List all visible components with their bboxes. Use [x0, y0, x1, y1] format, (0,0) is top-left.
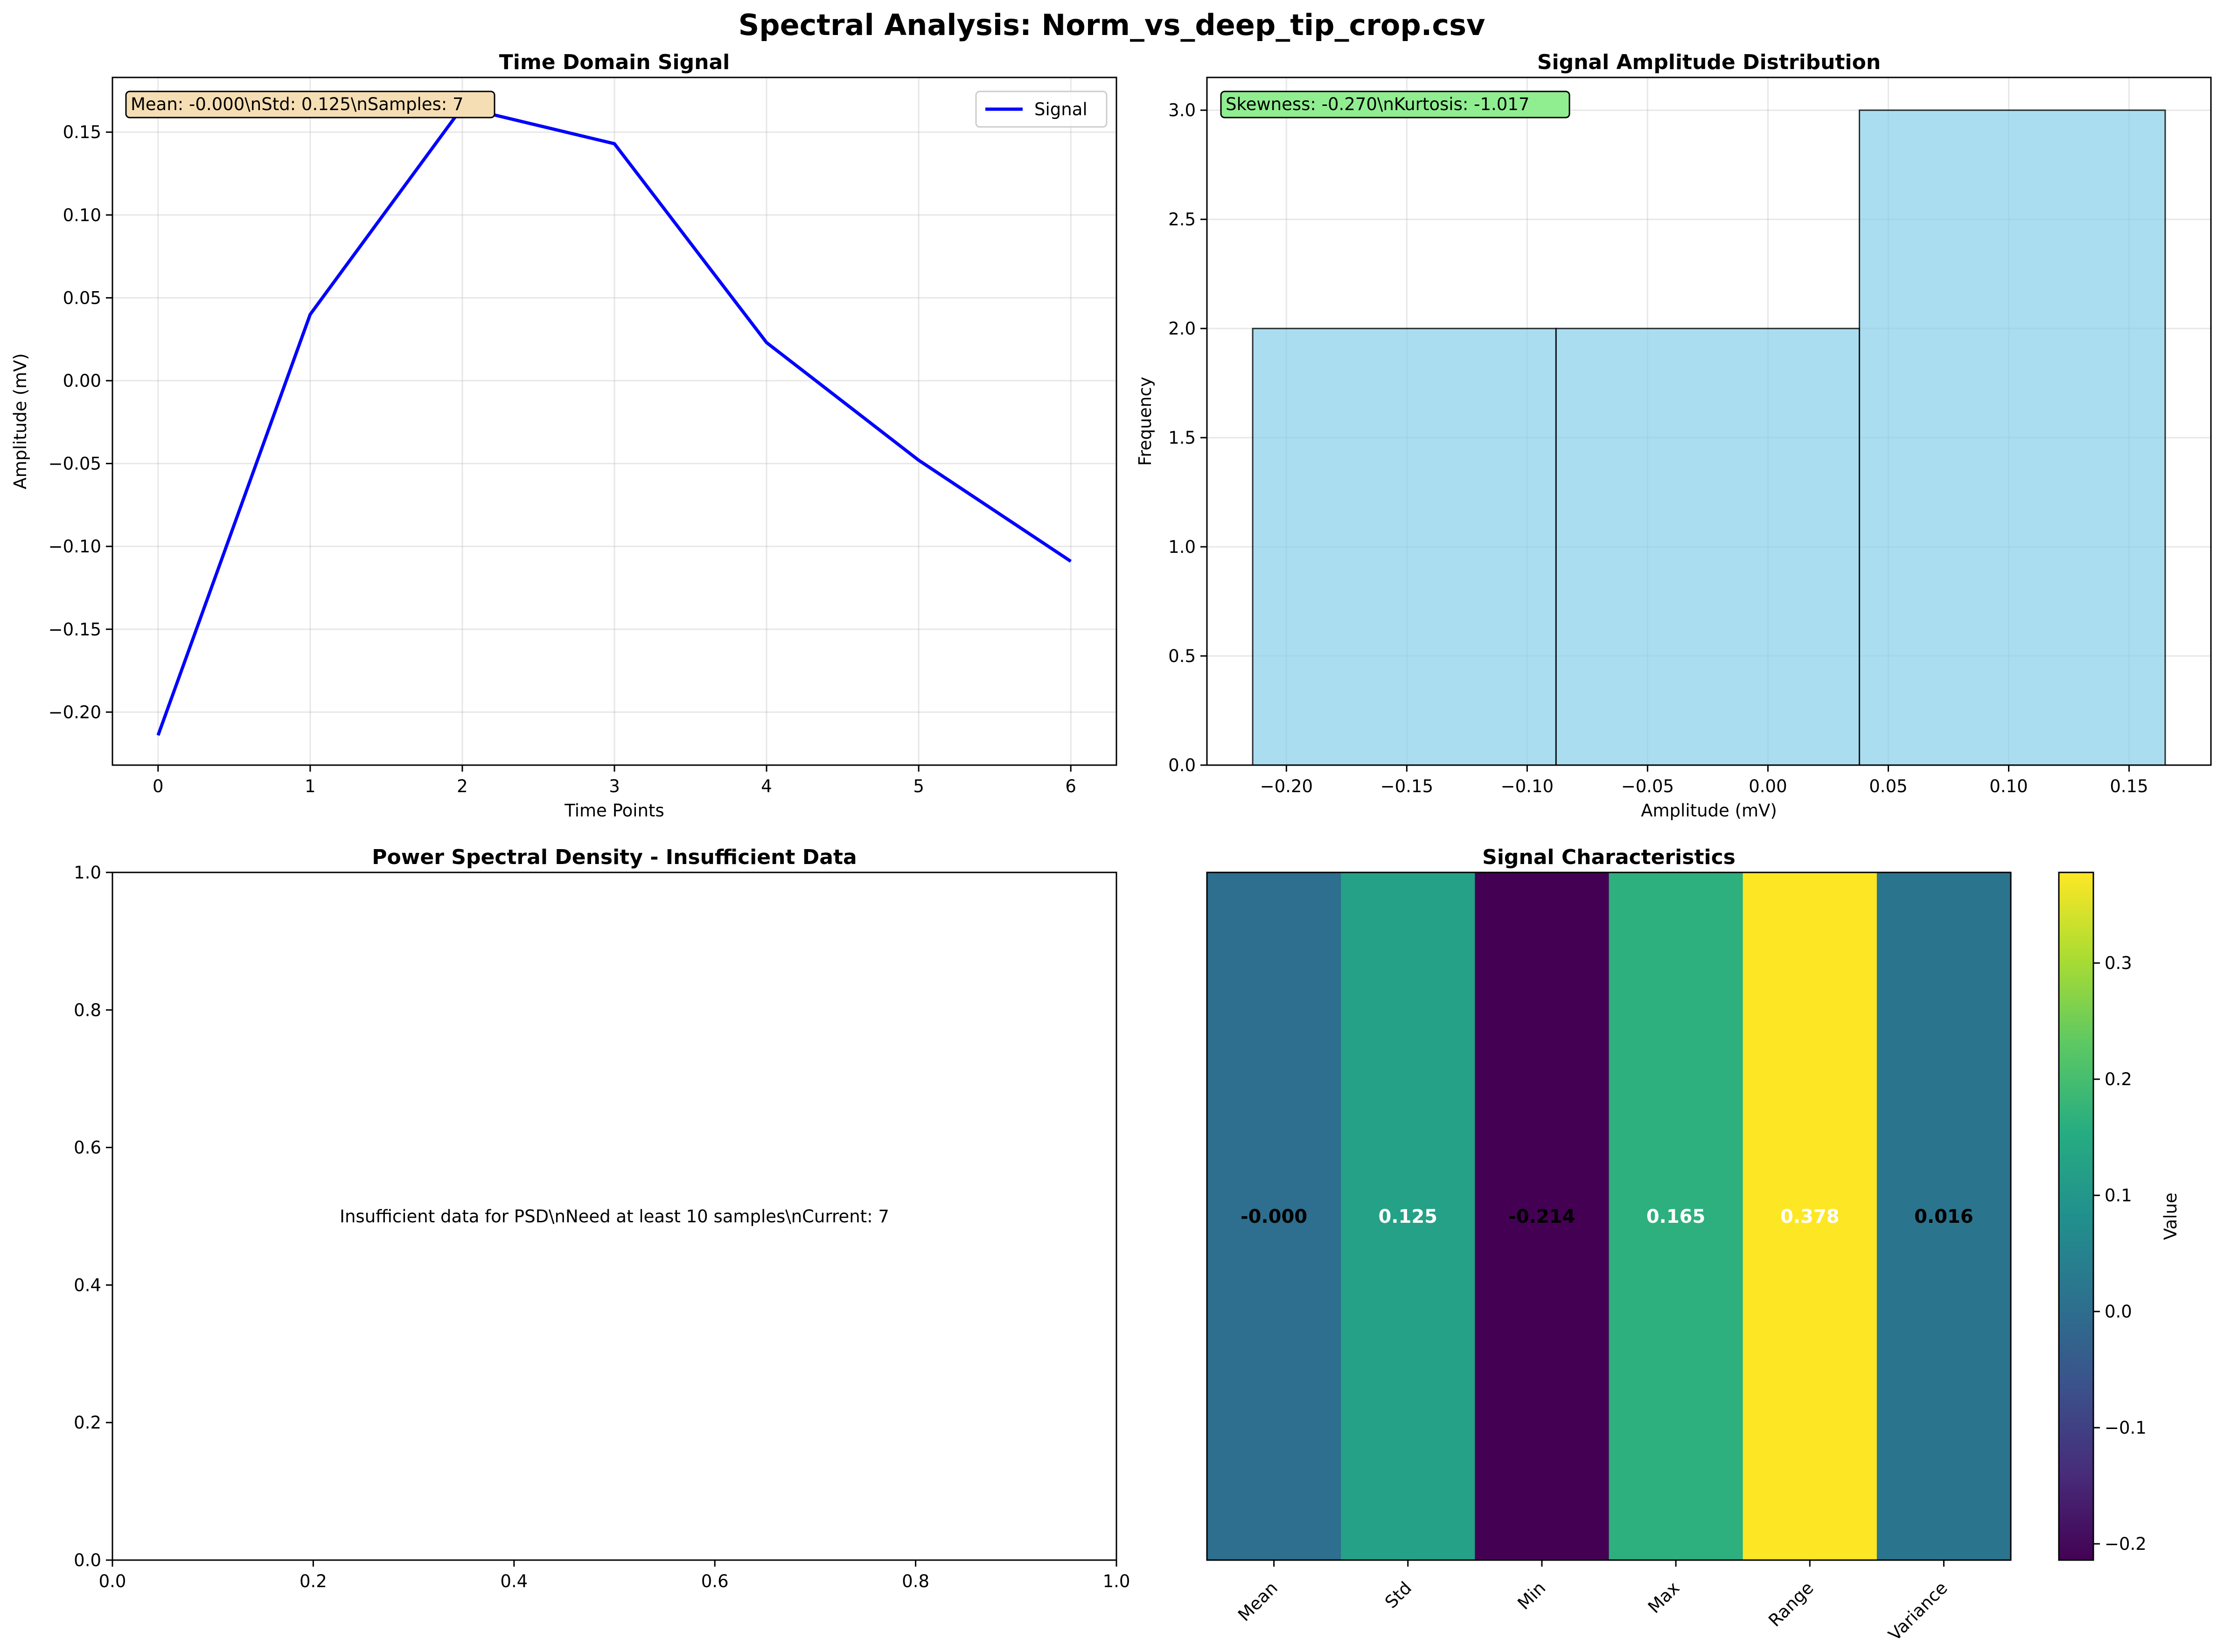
y-tick-label: 1.0 [1168, 537, 1196, 557]
x-tick-label: 0.00 [1749, 776, 1787, 796]
x-tick-label: 6 [1065, 776, 1076, 796]
y-tick-label: 0.10 [63, 205, 101, 225]
x-tick-label: −0.10 [1501, 776, 1554, 796]
y-axis-label: Amplitude (mV) [10, 353, 30, 489]
y-axis-label: Frequency [1135, 376, 1155, 466]
y-tick-label: 3.0 [1168, 100, 1196, 120]
heatmap-cell [1876, 872, 2011, 1560]
heatmap-value-label: 0.125 [1378, 1206, 1437, 1227]
colorbar [2058, 871, 2094, 1561]
y-tick-label: 0.5 [1168, 646, 1196, 666]
x-tick-label: 1.0 [1103, 1571, 1130, 1591]
y-tick-label: 1.0 [74, 863, 101, 883]
heatmap-value-label: 0.165 [1646, 1206, 1706, 1227]
x-tick-label: −0.15 [1380, 776, 1433, 796]
colorbar-tick-label: 0.1 [2105, 1185, 2132, 1206]
heatmap-value-label: -0.214 [1508, 1206, 1575, 1227]
panel-title: Time Domain Signal [499, 50, 730, 74]
time-domain-panel: 0 1 2 3 4 5 6 −0.20 −0.15 −0.10 −0.05 0.00 0.05 0.10 0… [10, 50, 1117, 821]
legend [975, 91, 1108, 128]
amplitude-distribution-panel: −0.20 −0.15 −0.10 −0.05 0.00 0.05 0.10 0.15 0.0 0… [1135, 50, 2212, 821]
annotation-text: Mean: -0.000\nStd: 0.125\nSamples: 7 [131, 94, 464, 114]
annotation-box [1220, 91, 1570, 118]
heatmap-value-label: 0.016 [1914, 1206, 1973, 1227]
colorbar-tick-label: −0.2 [2105, 1534, 2147, 1554]
x-axis-label: Time Points [564, 801, 664, 821]
panel-title: Signal Characteristics [1482, 845, 1736, 869]
x-tick-label: 4 [761, 776, 772, 796]
histogram-bar [1859, 109, 2166, 766]
y-tick-label: 0.0 [74, 1550, 101, 1570]
y-tick-label: −0.05 [49, 454, 101, 474]
axes-frame [1206, 77, 2212, 766]
histogram-bar [1555, 328, 1861, 766]
legend-label: Signal [1034, 99, 1088, 119]
x-tick-label: −0.20 [1260, 776, 1313, 796]
axes-frame [112, 77, 1117, 766]
figure-title: Spectral Analysis: Norm_vs_deep_tip_crop… [739, 8, 1485, 42]
psd-message: Insufficient data for PSD\nNeed at least… [340, 1206, 889, 1227]
heatmap-cell [1341, 872, 1475, 1560]
heatmap-cell [1207, 872, 1341, 1560]
heatmap-cell [1743, 872, 1877, 1560]
y-tick-label: 0.05 [63, 288, 101, 308]
colorbar-tick-label: 0.2 [2105, 1069, 2132, 1089]
x-tick-label: 1 [305, 776, 316, 796]
x-tick-label: 0.4 [500, 1571, 528, 1591]
axes-frame [112, 871, 1117, 1561]
y-tick-label: 0.6 [74, 1138, 101, 1158]
x-axis-label: Amplitude (mV) [1641, 801, 1777, 821]
y-tick-label: −0.15 [49, 620, 101, 640]
x-tick-label: 3 [609, 776, 620, 796]
panel-title: Signal Amplitude Distribution [1537, 50, 1881, 74]
psd-panel: 0.0 0.2 0.4 0.6 0.8 1.0 0.0 0.2 0.4 0.6 0.8 1.0 Powe… [74, 845, 1130, 1591]
x-tick-label: −0.05 [1621, 776, 1674, 796]
heatmap-cell [1475, 872, 1609, 1560]
x-tick-label: 0.8 [902, 1571, 929, 1591]
x-tick-label: 0.05 [1869, 776, 1907, 796]
y-tick-label: 0.2 [74, 1413, 101, 1433]
colorbar-label: Value [2161, 1192, 2181, 1240]
y-tick-label: 0.8 [74, 1000, 101, 1020]
colorbar-tick-label: −0.1 [2105, 1418, 2147, 1438]
heatmap-cell [1609, 872, 1743, 1560]
annotation-text: Skewness: -0.270\nKurtosis: -1.017 [1226, 94, 1529, 114]
colorbar-tick-label: 0.3 [2105, 953, 2132, 973]
y-tick-label: 1.5 [1168, 428, 1196, 448]
x-tick-label: 0.15 [2110, 776, 2148, 796]
axes-frame [1206, 871, 2012, 1561]
y-tick-label: 2.0 [1168, 319, 1196, 339]
y-tick-label: 0.00 [63, 371, 101, 391]
y-tick-label: 2.5 [1168, 209, 1196, 230]
heatmap-value-label: 0.378 [1780, 1206, 1840, 1227]
heatmap-value-label: -0.000 [1241, 1206, 1307, 1227]
x-tick-label: 0 [153, 776, 164, 796]
y-tick-label: 0.15 [63, 122, 101, 142]
x-tick-label: 0.6 [701, 1571, 729, 1591]
x-tick-label: 5 [913, 776, 924, 796]
x-tick-label: 0.2 [300, 1571, 327, 1591]
y-tick-label: −0.20 [49, 702, 101, 722]
y-tick-label: 0.4 [74, 1275, 101, 1295]
x-tick-label: 0.10 [1989, 776, 2028, 796]
y-tick-label: −0.10 [49, 537, 101, 557]
panel-title: Power Spectral Density - Insufficient Da… [372, 845, 857, 869]
colorbar-tick-label: 0.0 [2105, 1302, 2132, 1322]
histogram-bar [1252, 328, 1557, 766]
x-tick-label: 2 [457, 776, 468, 796]
annotation-box [125, 91, 495, 118]
y-tick-label: 0.0 [1168, 755, 1196, 775]
x-tick-label: 0.0 [99, 1571, 126, 1591]
signal-characteristics-panel: -0.000Mean0.125Std-0.214Min0.165Max0.378… [1206, 845, 2181, 1645]
